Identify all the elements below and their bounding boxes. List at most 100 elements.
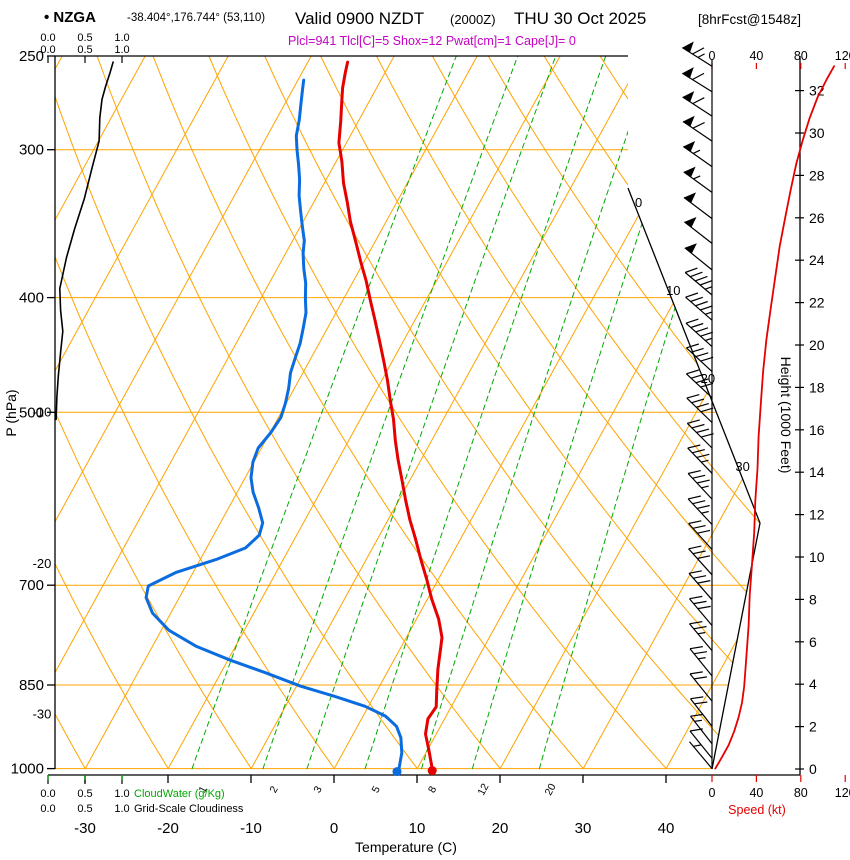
wind-barb-full: [691, 347, 704, 353]
wind-barb: [685, 292, 713, 321]
wind-barb-full: [700, 407, 714, 413]
wind-barb: [687, 495, 713, 525]
wind-barb-full: [696, 428, 710, 434]
dry-adiabat-label: -10: [33, 404, 52, 419]
height-tick-label: 2: [809, 719, 817, 735]
mixing-ratio-label: 8: [426, 784, 439, 795]
wind-barb-full: [689, 621, 703, 625]
wind-barb-full: [688, 520, 702, 525]
dry-adiabat-line: [0, 56, 2, 769]
wind-barb: [683, 166, 713, 193]
cloudwater-scale-bottom-label: 0.0: [40, 788, 55, 800]
plot-border-diagonal: [627, 187, 761, 770]
wind-barb-staff: [681, 47, 713, 67]
wind-barb: [681, 41, 713, 67]
cloudiness-scale-bottom-label: 0.5: [77, 803, 92, 815]
wind-barb-full: [700, 356, 714, 362]
speed-scale-top-label: 120: [835, 49, 850, 63]
wind-barb-full: [692, 550, 706, 555]
dry-adiabat-line: [487, 55, 760, 770]
height-tick-label: 20: [809, 337, 825, 353]
wind-barb-full: [692, 474, 706, 479]
height-tick-label: 24: [809, 252, 825, 268]
pressure-tick-label: 850: [19, 677, 44, 694]
wind-barb-staff: [687, 498, 713, 525]
scales-group: 0.00.00.00.00.50.50.50.51.01.01.01.00040…: [40, 32, 850, 815]
wind-barb-half: [697, 53, 705, 58]
wind-barb: [690, 713, 713, 745]
wind-barb-full: [696, 479, 710, 484]
height-tick-label: 8: [809, 591, 817, 607]
wind-barb-half: [698, 657, 706, 660]
cloudiness-scale-bottom-label: 0.0: [40, 803, 55, 815]
cloudiness-scale-top-label: 0.0: [40, 44, 55, 56]
sounding-profiles: [144, 60, 444, 777]
wind-barb-full: [692, 121, 705, 129]
isotherm-line: [54, 55, 395, 770]
temp-tick-label: -30: [74, 820, 96, 837]
wind-barb: [681, 67, 713, 93]
wind-barb-full: [684, 267, 698, 274]
wind-barb: [682, 141, 713, 168]
cloudiness-scale-top-label: 0.5: [77, 44, 92, 56]
mixing-ratio-label: 20: [543, 781, 559, 797]
mixing-ratio-line: [364, 55, 607, 770]
height-tick-label: 22: [809, 295, 825, 311]
wind-barb-full: [692, 47, 705, 55]
wind-barb-full: [685, 292, 699, 298]
isotherm-border-label: 10: [666, 283, 680, 298]
wind-barb: [686, 394, 714, 423]
wind-barb-pennant: [684, 217, 697, 228]
wind-barb-staff: [687, 447, 713, 474]
wind-barb-staff: [684, 272, 713, 296]
mixing-ratio-label: 2: [267, 784, 280, 795]
stability-indices: Plcl=941 Tlcl[C]=5 Shox=12 Pwat[cm]=1 Ca…: [288, 34, 576, 48]
wind-barb-pennant: [683, 115, 695, 127]
wind-barb-full: [686, 343, 699, 349]
cloudwater-caption: CloudWater (g/Kg): [134, 788, 225, 800]
wind-barb-half: [693, 744, 701, 747]
wind-barb-full: [687, 444, 701, 449]
speed-scale-top-label: 0: [709, 49, 716, 63]
wind-barb-half: [694, 719, 702, 722]
wind-barb-staff: [682, 121, 713, 142]
isotherm-line: [250, 55, 644, 770]
mixing-ratio-label: 1: [196, 784, 209, 795]
wind-barb: [689, 741, 713, 769]
wind-barb: [687, 444, 713, 474]
pressure-axis-title: P (hPa): [3, 389, 19, 436]
wind-barb-full: [690, 713, 704, 717]
speed-scale-bottom-label: 80: [794, 786, 808, 800]
height-tick-label: 16: [809, 422, 825, 438]
wind-barb: [688, 545, 713, 576]
wind-barb-staff: [685, 373, 713, 399]
dry-adiabat-line: [320, 55, 760, 770]
temp-tick-label: 40: [658, 820, 675, 837]
wind-barb: [684, 243, 713, 271]
height-tick-label: 32: [809, 83, 825, 99]
wind-barb-pennant: [682, 91, 695, 102]
temp-tick-label: 30: [575, 820, 592, 837]
wind-barb-pennant: [683, 141, 696, 152]
speed-scale-bottom-label: 0: [709, 786, 716, 800]
wind-barb: [684, 217, 713, 244]
wind-barb-staff: [683, 197, 713, 220]
height-tick-label: 30: [809, 125, 825, 141]
wind-barb-half: [701, 510, 709, 514]
isotherm-line: [54, 55, 146, 770]
wind-barb-full: [700, 305, 713, 311]
height-axis-title: Height (1000 Feet): [778, 357, 794, 474]
dry-adiabat-line: [54, 55, 418, 770]
wind-barb-full: [692, 97, 705, 105]
wind-barb-full: [688, 545, 702, 550]
speed-axis-title: Speed (kt): [728, 803, 786, 817]
wind-barb-pennant: [682, 67, 694, 78]
wind-barb: [685, 369, 714, 399]
wind-barb-staff: [685, 296, 713, 321]
wind-barb-half: [692, 149, 701, 154]
temp-tick-label: 20: [492, 820, 509, 837]
wind-barb-half: [701, 459, 709, 463]
skewt-grid: [0, 55, 760, 770]
